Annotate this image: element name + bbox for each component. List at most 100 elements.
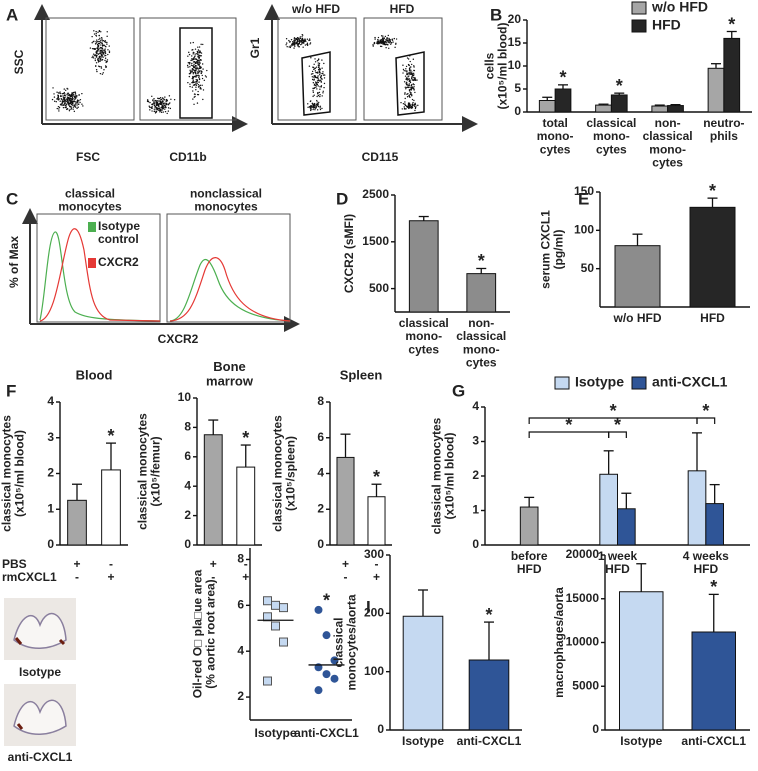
event-dot bbox=[308, 39, 310, 42]
event-dot bbox=[408, 83, 410, 85]
event-dot bbox=[322, 71, 324, 73]
data-point bbox=[271, 621, 280, 631]
event-dot bbox=[196, 65, 198, 67]
event-dot bbox=[405, 78, 407, 80]
event-dot bbox=[321, 59, 323, 61]
event-dot bbox=[413, 88, 415, 90]
event-dot bbox=[99, 51, 101, 54]
event-dot bbox=[382, 41, 384, 44]
event-dot bbox=[61, 101, 63, 103]
event-dot bbox=[188, 75, 191, 78]
event-dot bbox=[97, 47, 99, 50]
event-dot bbox=[200, 72, 202, 74]
event-dot bbox=[60, 97, 62, 100]
event-dot bbox=[193, 103, 195, 106]
event-dot bbox=[321, 78, 323, 80]
event-dot bbox=[195, 78, 197, 81]
event-dot bbox=[94, 58, 96, 60]
event-dot bbox=[319, 74, 321, 76]
event-dot bbox=[415, 105, 417, 107]
event-dot bbox=[91, 56, 93, 59]
event-dot bbox=[412, 72, 415, 75]
event-dot bbox=[293, 41, 295, 43]
event-dot bbox=[198, 61, 200, 63]
event-dot bbox=[155, 101, 157, 103]
data-point bbox=[314, 605, 323, 614]
event-dot bbox=[312, 72, 314, 75]
significance: * bbox=[616, 76, 623, 96]
event-dot bbox=[164, 105, 167, 107]
event-dot bbox=[373, 42, 376, 44]
event-dot bbox=[189, 69, 191, 72]
event-dot bbox=[104, 55, 106, 57]
event-dot bbox=[411, 106, 413, 108]
event-dot bbox=[410, 84, 413, 87]
event-dot bbox=[96, 52, 98, 54]
event-dot bbox=[106, 59, 109, 61]
data-point bbox=[279, 637, 288, 647]
y-tick-label: 8 bbox=[237, 552, 244, 566]
condition-mark: - bbox=[75, 570, 79, 584]
y-axis-label: macrophages/aorta bbox=[552, 587, 566, 698]
axis-label: SSC bbox=[12, 49, 26, 74]
event-dot bbox=[170, 98, 172, 101]
legend-label: Isotype bbox=[575, 374, 624, 390]
event-dot bbox=[161, 97, 164, 99]
event-dot bbox=[194, 54, 196, 56]
event-dot bbox=[105, 41, 107, 44]
event-dot bbox=[164, 106, 166, 108]
event-dot bbox=[202, 43, 204, 46]
y-axis-label: classical monocytes(x10⁵/spleen) bbox=[271, 415, 298, 532]
y-tick-label: 150 bbox=[574, 184, 594, 198]
data-point bbox=[279, 603, 288, 613]
event-dot bbox=[77, 106, 79, 108]
event-dot bbox=[69, 108, 71, 111]
event-dot bbox=[301, 40, 303, 43]
event-dot bbox=[155, 108, 157, 110]
event-dot bbox=[146, 100, 149, 103]
data-point bbox=[314, 686, 323, 695]
significance: * bbox=[373, 467, 380, 487]
event-dot bbox=[97, 45, 100, 48]
event-dot bbox=[409, 93, 411, 96]
event-dot bbox=[158, 107, 161, 109]
event-dot bbox=[70, 95, 73, 98]
event-dot bbox=[307, 106, 309, 109]
y-tick-label: 20000 bbox=[566, 547, 600, 561]
event-dot bbox=[151, 103, 153, 106]
event-dot bbox=[57, 92, 60, 94]
event-dot bbox=[58, 110, 60, 112]
event-dot bbox=[95, 62, 98, 64]
event-dot bbox=[205, 76, 208, 78]
event-dot bbox=[160, 98, 163, 101]
event-dot bbox=[75, 96, 78, 98]
event-dot bbox=[195, 73, 197, 75]
event-dot bbox=[186, 64, 189, 67]
event-dot bbox=[62, 92, 64, 95]
event-dot bbox=[315, 82, 317, 84]
panel-letter: F bbox=[6, 381, 16, 400]
event-dot bbox=[406, 57, 409, 59]
event-dot bbox=[166, 112, 168, 115]
panel-letter: C bbox=[6, 189, 18, 208]
event-dot bbox=[200, 52, 203, 54]
event-dot bbox=[319, 107, 321, 109]
event-dot bbox=[311, 102, 314, 105]
event-dot bbox=[72, 108, 74, 110]
significance: * bbox=[710, 577, 717, 597]
event-dot bbox=[194, 58, 196, 60]
event-dot bbox=[318, 101, 320, 104]
y-axis-label: classical monocytes(x10⁵/ml blood) bbox=[0, 415, 27, 532]
event-dot bbox=[196, 75, 198, 77]
y-tick-label: 50 bbox=[581, 261, 595, 275]
event-dot bbox=[408, 103, 410, 105]
legend-swatch bbox=[554, 376, 570, 390]
event-dot bbox=[308, 106, 311, 108]
event-dot bbox=[197, 84, 200, 86]
event-dot bbox=[106, 43, 108, 45]
y-tick-label: 4 bbox=[472, 399, 479, 413]
y-tick-label: 2 bbox=[472, 468, 479, 482]
event-dot bbox=[97, 49, 100, 51]
event-dot bbox=[72, 95, 74, 97]
event-dot bbox=[70, 100, 73, 102]
